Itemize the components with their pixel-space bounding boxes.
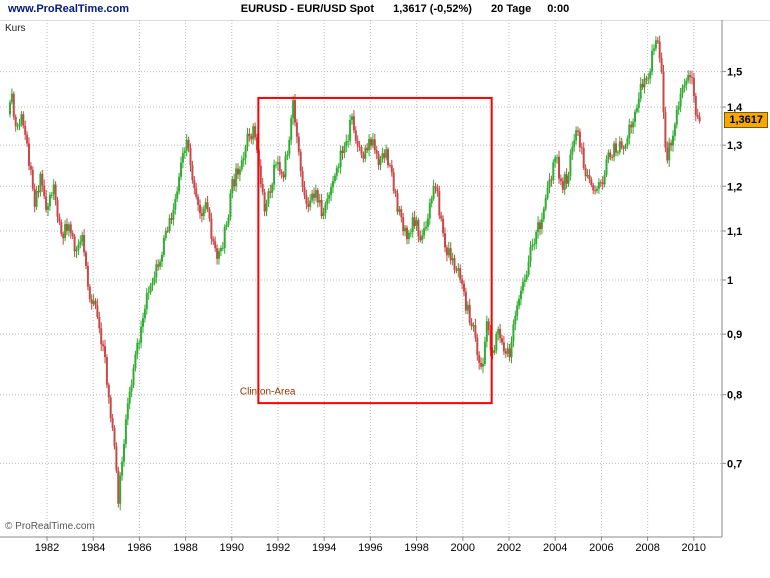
x-axis-label: 2008	[635, 542, 659, 554]
x-axis-label: 1998	[404, 542, 428, 554]
session-time-label: 0:00	[547, 3, 570, 15]
x-axis-label: 2006	[589, 542, 613, 554]
x-axis-label: 1986	[127, 542, 151, 554]
timeframe-label: 20 Tage	[491, 3, 532, 15]
chart-header: www.ProRealTime.com EURUSD - EUR/USD Spo…	[0, 0, 770, 20]
y-axis-label: 1,4	[727, 102, 743, 114]
instrument-name: EURUSD - EUR/USD Spot	[240, 3, 375, 15]
x-axis-label: 2010	[682, 542, 706, 554]
candles-down-bodies	[12, 40, 701, 504]
x-axis-label: 1994	[312, 542, 336, 554]
x-axis-label: 2004	[543, 542, 567, 554]
copyright-label: © ProRealTime.com	[5, 521, 95, 532]
x-axis-label: 2002	[497, 542, 521, 554]
y-axis-label: 0,9	[727, 329, 742, 341]
clinton-area-rectangle[interactable]	[257, 96, 493, 405]
y-axis-label: 1,2	[727, 181, 742, 193]
site-link[interactable]: www.ProRealTime.com	[8, 3, 130, 15]
x-axis-label: 1982	[35, 542, 59, 554]
axes-group: 0,7 0,8 0,9 1 1,1 1,2 1,3 1,4 1,5 1982 1984 1986 198…	[0, 19, 770, 554]
x-axis-label: 1988	[173, 542, 197, 554]
y-axis-label: 1	[727, 275, 733, 287]
last-price-change: 1,3617 (-0,52%)	[393, 3, 472, 15]
candles-down-wicks	[13, 35, 701, 508]
candles-group	[9, 35, 701, 511]
pane-label: Kurs	[5, 23, 26, 34]
y-axis-label: 1,5	[727, 67, 742, 79]
y-axis-label: 1,3	[727, 140, 742, 152]
y-axis-label: 1,1	[727, 226, 742, 238]
candles-up-bodies	[9, 40, 690, 504]
x-axis-label: 1992	[266, 542, 290, 554]
y-axis-label: 0,8	[727, 390, 742, 402]
x-axis-label: 2000	[451, 542, 475, 554]
chart-title: EURUSD - EUR/USD Spot 1,3617 (-0,52%) 20…	[160, 3, 650, 15]
clinton-area-label[interactable]: Clinton-Area	[240, 387, 296, 398]
x-axis-label: 1984	[81, 542, 105, 554]
x-axis-label: 1990	[220, 542, 244, 554]
price-tag: 1,3617	[724, 112, 768, 129]
y-axis-label: 0,7	[727, 458, 742, 470]
x-axis-label: 1996	[358, 542, 382, 554]
annotations-group: Clinton-Area	[240, 96, 493, 405]
